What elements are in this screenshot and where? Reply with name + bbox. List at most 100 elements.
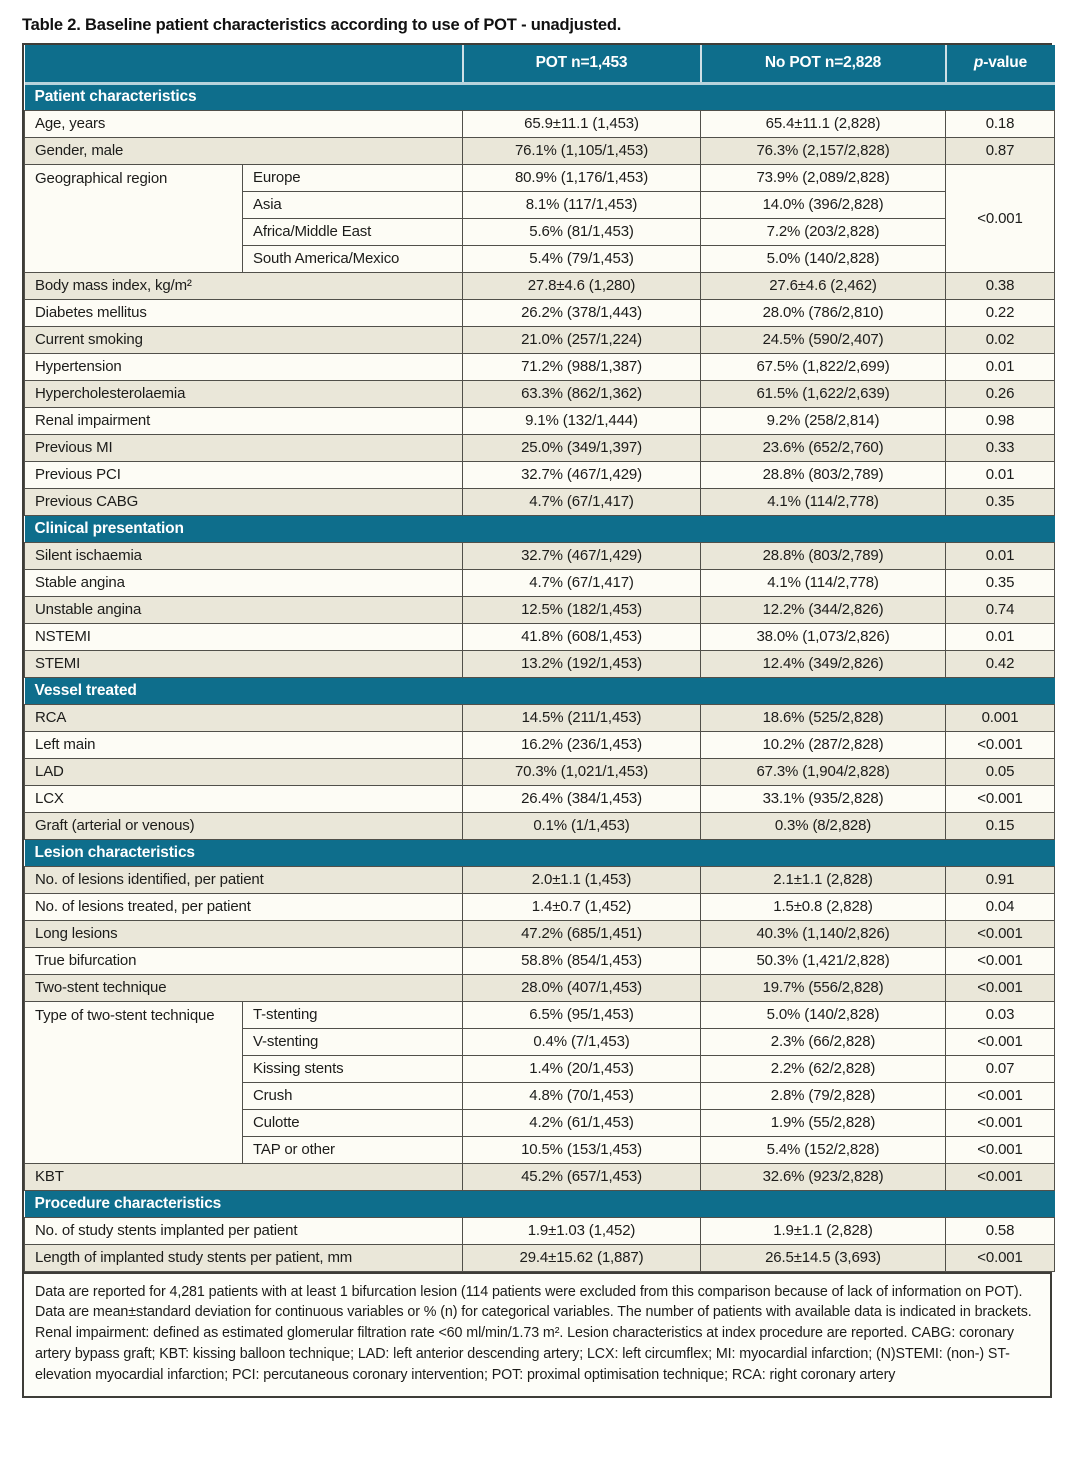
pvalue-cell: 0.01 — [945, 460, 1055, 489]
row-label: Previous PCI — [24, 460, 463, 489]
table-row: LCX 26.4% (384/1,453) 33.1% (935/2,828) <0.… — [24, 784, 1055, 813]
table-row: Diabetes mellitus 26.2% (378/1,443) 28.0% … — [24, 298, 1055, 327]
row-group-label: Geographical region — [24, 163, 243, 273]
nopot-value-cell: 28.8% (803/2,789) — [700, 460, 946, 489]
pot-value-cell: 32.7% (467/1,429) — [462, 460, 701, 489]
nopot-value-cell: 18.6% (525/2,828) — [700, 703, 946, 732]
section-header-label: Procedure characteristics — [24, 1189, 1055, 1218]
nopot-value-cell: 28.0% (786/2,810) — [700, 298, 946, 327]
pot-value-cell: 27.8±4.6 (1,280) — [462, 271, 701, 300]
row-label: Previous MI — [24, 433, 463, 462]
row-label: Two-stent technique — [24, 973, 463, 1002]
subrow-label: Asia — [242, 190, 463, 219]
pot-value-cell: 5.6% (81/1,453) — [462, 217, 701, 246]
pot-value-cell: 4.7% (67/1,417) — [462, 487, 701, 516]
pot-value-cell: 21.0% (257/1,224) — [462, 325, 701, 354]
label-column-header — [24, 45, 464, 83]
pvalue-column-header: p-value — [945, 45, 1055, 83]
pvalue-cell: 0.01 — [945, 622, 1055, 651]
table-row: Gender, male 76.1% (1,105/1,453) 76.3% (2,… — [24, 136, 1055, 165]
nopot-value-cell: 12.4% (349/2,826) — [700, 649, 946, 678]
pot-value-cell: 32.7% (467/1,429) — [462, 541, 701, 570]
row-label: Body mass index, kg/m² — [24, 271, 463, 300]
table-subrow: TAP or other 10.5% (153/1,453) 5.4% (152/2… — [25, 1135, 1055, 1164]
table-subrow: South America/Mexico 5.4% (79/1,453) 5.0% … — [25, 244, 1055, 273]
row-label: Gender, male — [24, 136, 463, 165]
pvalue-cell: 0.01 — [945, 352, 1055, 381]
table-row: Age, years 65.9±11.1 (1,453) 65.4±11.1 (2,… — [24, 109, 1055, 138]
nopot-value-cell: 33.1% (935/2,828) — [700, 784, 946, 813]
table-row: Previous PCI 32.7% (467/1,429) 28.8% (803/… — [24, 460, 1055, 489]
row-label: True bifurcation — [24, 946, 463, 975]
pvalue-cell: <0.001 — [945, 1027, 1055, 1056]
nopot-value-cell: 5.0% (140/2,828) — [700, 1000, 946, 1029]
pvalue-cell: 0.35 — [945, 568, 1055, 597]
pvalue-cell: <0.001 — [945, 919, 1055, 948]
table-row: No. of study stents implanted per patien… — [24, 1216, 1055, 1245]
table-row: Current smoking 21.0% (257/1,224) 24.5% (5… — [24, 325, 1055, 354]
table-row: Previous CABG 4.7% (67/1,417) 4.1% (114/2,… — [24, 487, 1055, 516]
table-row: LAD 70.3% (1,021/1,453) 67.3% (1,904/2,828… — [24, 757, 1055, 786]
pot-value-cell: 0.4% (7/1,453) — [462, 1027, 701, 1056]
pot-value-cell: 26.4% (384/1,453) — [462, 784, 701, 813]
table-subrow: Type of two-stent technique T-stenting 6.5… — [24, 1000, 1055, 1164]
nopot-value-cell: 32.6% (923/2,828) — [700, 1162, 946, 1191]
pvalue-cell: <0.001 — [945, 1108, 1055, 1137]
row-label: Left main — [24, 730, 463, 759]
pvalue-cell: 0.02 — [945, 325, 1055, 354]
nopot-value-cell: 65.4±11.1 (2,828) — [700, 109, 946, 138]
section-header-label: Patient characteristics — [24, 81, 1055, 111]
nopot-value-cell: 27.6±4.6 (2,462) — [700, 271, 946, 300]
row-label: LAD — [24, 757, 463, 786]
pvalue-cell: 0.38 — [945, 271, 1055, 300]
pvalue-cell: 0.22 — [945, 298, 1055, 327]
table-footnote: Data are reported for 4,281 patients wit… — [24, 1271, 1050, 1396]
table-row: Two-stent technique 28.0% (407/1,453) 19.7… — [24, 973, 1055, 1002]
pot-value-cell: 80.9% (1,176/1,453) — [462, 163, 701, 192]
nopot-value-cell: 24.5% (590/2,407) — [700, 325, 946, 354]
nopot-value-cell: 19.7% (556/2,828) — [700, 973, 946, 1002]
nopot-column-header: No POT n=2,828 — [700, 45, 947, 83]
table-row: Hypertension 71.2% (988/1,387) 67.5% (1,82… — [24, 352, 1055, 381]
pot-value-cell: 0.1% (1/1,453) — [462, 811, 701, 840]
nopot-value-cell: 38.0% (1,073/2,826) — [700, 622, 946, 651]
pvalue-cell: <0.001 — [945, 946, 1055, 975]
table-row: RCA 14.5% (211/1,453) 18.6% (525/2,828) 0.0… — [24, 703, 1055, 732]
subrow-label: South America/Mexico — [242, 244, 463, 273]
nopot-value-cell: 5.4% (152/2,828) — [700, 1135, 946, 1164]
pvalue-cell: <0.001 — [945, 973, 1055, 1002]
pot-column-header: POT n=1,453 — [462, 45, 702, 83]
row-label: KBT — [24, 1162, 463, 1191]
nopot-value-cell: 1.9% (55/2,828) — [700, 1108, 946, 1137]
subrow-label: T-stenting — [242, 1000, 463, 1029]
nopot-value-cell: 50.3% (1,421/2,828) — [700, 946, 946, 975]
section-header-row: Patient characteristics — [24, 81, 1055, 111]
page-title: Table 2. Baseline patient characteristic… — [22, 16, 622, 34]
subrow-label: Kissing stents — [242, 1054, 463, 1083]
table-row: STEMI 13.2% (192/1,453) 12.4% (349/2,826) 0… — [24, 649, 1055, 678]
pvalue-cell: 0.07 — [945, 1054, 1055, 1083]
row-label: Stable angina — [24, 568, 463, 597]
pvalue-cell: <0.001 — [945, 730, 1055, 759]
pvalue-cell: <0.001 — [945, 1135, 1055, 1164]
row-label: Previous CABG — [24, 487, 463, 516]
pot-value-cell: 26.2% (378/1,443) — [462, 298, 701, 327]
pvalue-cell: 0.01 — [945, 541, 1055, 570]
table-subrow: Asia 8.1% (117/1,453) 14.0% (396/2,828) — [25, 190, 1055, 219]
nopot-value-cell: 14.0% (396/2,828) — [700, 190, 946, 219]
nopot-value-cell: 73.9% (2,089/2,828) — [700, 163, 946, 192]
nopot-value-cell: 4.1% (114/2,778) — [700, 487, 946, 516]
subrow-label: V-stenting — [242, 1027, 463, 1056]
table-row: No. of lesions identified, per patient 2.… — [24, 865, 1055, 894]
row-label: Length of implanted study stents per pat… — [24, 1243, 463, 1272]
pvalue-cell: 0.15 — [945, 811, 1055, 840]
table-subrow: Kissing stents 1.4% (20/1,453) 2.2% (62/2,… — [25, 1054, 1055, 1083]
subrow-label: TAP or other — [242, 1135, 463, 1164]
pot-value-cell: 76.1% (1,105/1,453) — [462, 136, 701, 165]
pot-value-cell: 10.5% (153/1,453) — [462, 1135, 701, 1164]
nopot-value-cell: 4.1% (114/2,778) — [700, 568, 946, 597]
section-header-label: Clinical presentation — [24, 514, 1055, 543]
nopot-value-cell: 1.5±0.8 (2,828) — [700, 892, 946, 921]
pvalue-cell: 0.26 — [945, 379, 1055, 408]
pot-value-cell: 5.4% (79/1,453) — [462, 244, 701, 273]
